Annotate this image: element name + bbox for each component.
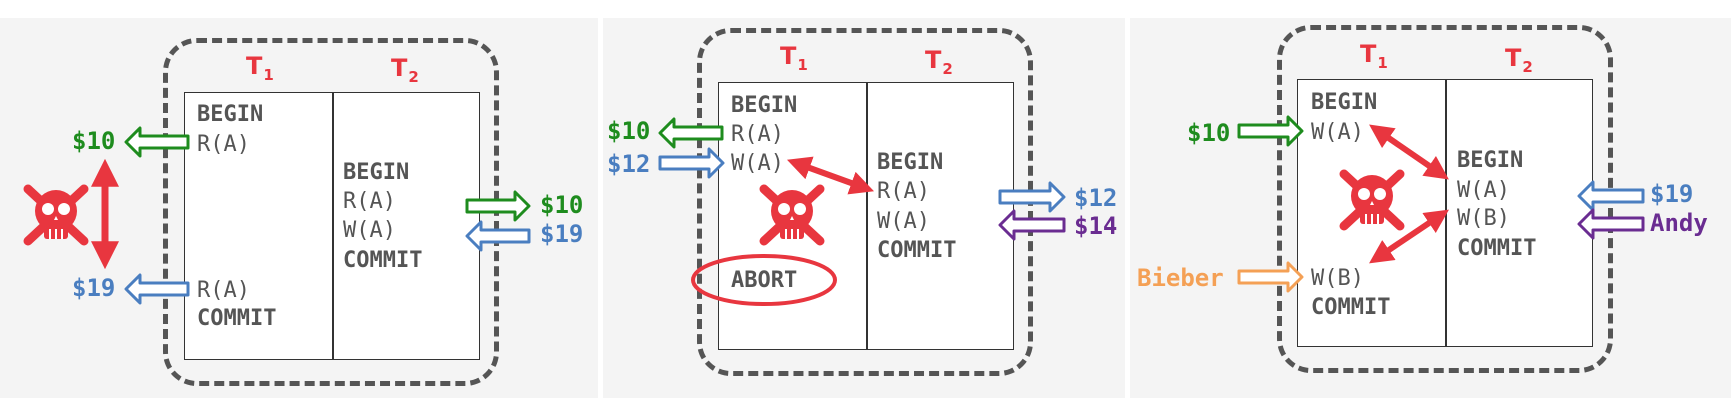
panel-3-conflict-arrow-a	[1369, 124, 1449, 180]
panel-1-t1-begin: BEGIN	[197, 102, 264, 127]
panel-3-write-arrow-orange-icon	[1237, 261, 1304, 293]
panel-1-t1-read-a: R(A)	[197, 132, 250, 157]
panel-3-t2-write-arrow-purple-icon	[1577, 208, 1645, 240]
panel-3-t2-commit: COMMIT	[1457, 236, 1537, 261]
panel-1-t2-read-arrow-icon	[465, 190, 531, 222]
panel-2-t2-label: T2	[925, 46, 953, 78]
panel-1-skull-and-crossbones-icon	[28, 189, 84, 241]
panel-2-column-divider	[866, 83, 868, 349]
panel-1-read-arrow-green-icon	[124, 126, 190, 158]
panel-2-read-arrow-icon	[658, 117, 724, 149]
panel-3-t1-begin: BEGIN	[1311, 90, 1378, 115]
panel-3-value-19: $19	[1650, 180, 1694, 208]
panel-2-t1-label: T1	[780, 42, 808, 74]
panel-3-value-bieber: Bieber	[1137, 264, 1224, 292]
panel-3-t1-write-a: W(A)	[1311, 120, 1364, 145]
panel-1-t2-label: T2	[391, 54, 419, 86]
panel-1-t1-read-a-second: R(A)	[197, 278, 250, 303]
panel-2-abort-circle	[691, 254, 837, 306]
panel-2-value-10: $10	[607, 117, 651, 145]
panel-2-t1-begin: BEGIN	[731, 93, 798, 118]
panel-1-t2-write-arrow-icon	[465, 220, 531, 252]
panel-1-t2-commit: COMMIT	[343, 248, 423, 273]
panel-2-value-12-left: $12	[607, 150, 651, 178]
panel-2-conflict-arrow	[786, 156, 875, 195]
panel-2-t2-write-a: W(A)	[877, 209, 930, 234]
panel-2-t2-commit: COMMIT	[877, 238, 957, 263]
panel-1-column-divider	[332, 93, 334, 359]
panel-1-value-19-left: $19	[72, 274, 116, 302]
panel-3-write-arrow-green-icon	[1237, 115, 1304, 147]
panel-1-t1-label: T1	[246, 52, 274, 84]
panel-3-t1-write-b: W(B)	[1311, 266, 1364, 291]
panel-2-t2-write-arrow-icon	[998, 209, 1066, 241]
panel-1-t1-commit: COMMIT	[197, 306, 277, 331]
panel-3-value-andy: Andy	[1650, 209, 1708, 237]
panel-1-t2-begin: BEGIN	[343, 160, 410, 185]
panel-3-conflict-arrow-b	[1369, 209, 1449, 264]
panel-1-t2-write-a: W(A)	[343, 218, 396, 243]
panel-3-t2-write-b: W(B)	[1457, 206, 1510, 231]
panel-1-read-arrow-blue-icon	[124, 273, 190, 305]
panel-3-t2-write-arrow-blue-icon	[1577, 180, 1645, 212]
panel-3-value-10: $10	[1187, 119, 1231, 147]
panel-2-write-arrow-icon	[658, 147, 725, 179]
panel-2-t1-abort: ABORT	[731, 268, 798, 293]
panel-1-t2-read-a: R(A)	[343, 189, 396, 214]
panel-1-value-10-right: $10	[540, 191, 584, 219]
panel-3-t2-write-a: W(A)	[1457, 178, 1510, 203]
panel-3-t1-label: T1	[1360, 40, 1388, 72]
panel-2-skull-and-crossbones-icon	[764, 189, 820, 241]
panel-2-t1-write-a: W(A)	[731, 151, 784, 176]
panel-1-value-19-right: $19	[540, 220, 584, 248]
panel-3-t1-commit: COMMIT	[1311, 295, 1391, 320]
panel-2-t1-read-a: R(A)	[731, 122, 784, 147]
panel-2-value-14: $14	[1074, 212, 1118, 240]
panel-3-t2-begin: BEGIN	[1457, 148, 1524, 173]
panel-2-value-12-right: $12	[1074, 184, 1118, 212]
panel-3-t2-label: T2	[1505, 44, 1533, 76]
panel-1-value-10-left: $10	[72, 127, 116, 155]
panel-2-t2-begin: BEGIN	[877, 150, 944, 175]
panel-3-skull-and-crossbones-icon	[1344, 174, 1400, 226]
panel-2-t2-read-arrow-icon	[998, 181, 1066, 213]
panel-2-t2-read-a: R(A)	[877, 179, 930, 204]
